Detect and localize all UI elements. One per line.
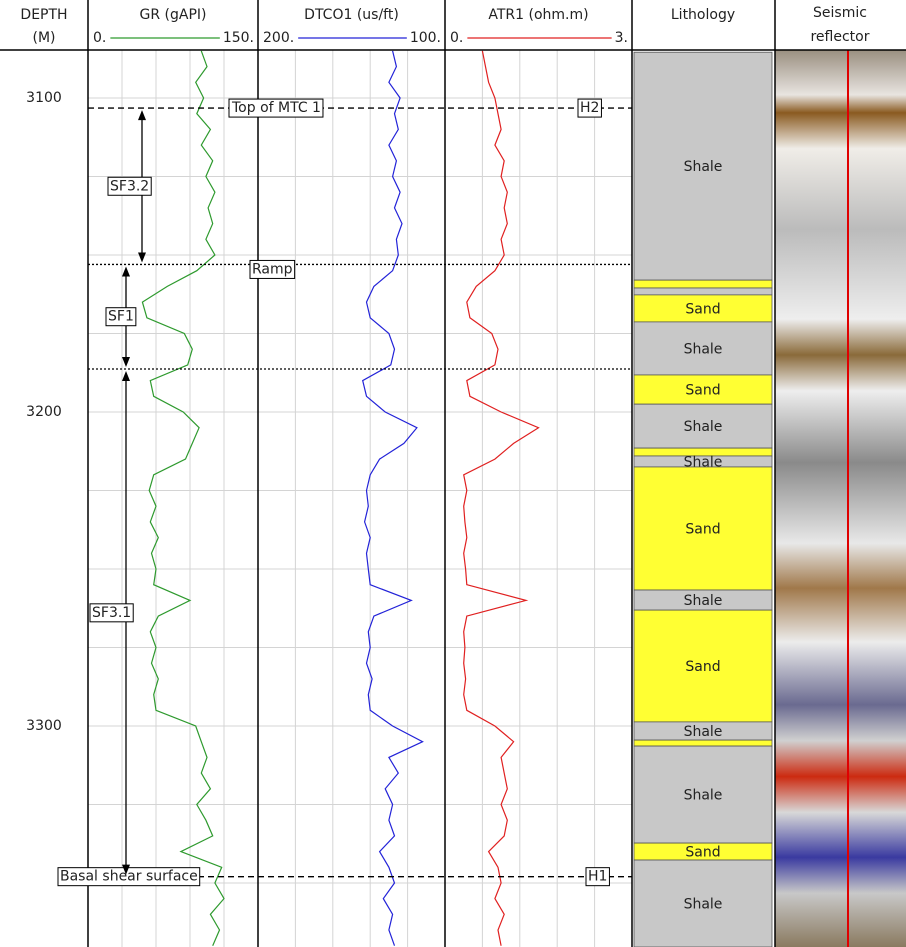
lithology-label: Shale	[684, 454, 723, 470]
lithology-label: Shale	[684, 341, 723, 357]
scale-label: 200.	[263, 30, 294, 46]
scale-label: 0.	[450, 30, 463, 46]
lithology-interval	[633, 466, 773, 591]
lithology-interval	[633, 294, 773, 323]
lithology-interval	[633, 374, 773, 405]
lithology-label: Sand	[685, 845, 720, 861]
interval-label: SF3.2	[110, 178, 149, 194]
seismic-title: reflector	[810, 29, 869, 45]
lithology-interval	[633, 739, 773, 747]
seismic-title: Seismic	[813, 5, 867, 21]
horizon-label: H2	[580, 100, 599, 116]
track-title: ATR1 (ohm.m)	[488, 7, 588, 23]
lithology-label: Shale	[684, 897, 723, 913]
horizon-label-box	[57, 867, 201, 887]
interval-label-box	[105, 307, 137, 327]
lithology-label: Shale	[684, 593, 723, 609]
arrow-head	[122, 864, 130, 875]
lithology-interval	[633, 859, 773, 947]
depth-unit: (M)	[32, 30, 55, 46]
lithology-label: Sand	[685, 659, 720, 675]
lithology-interval	[633, 279, 773, 289]
scale-label: 100.	[410, 30, 441, 46]
grid	[88, 50, 632, 947]
lithology-label: Shale	[684, 159, 723, 175]
horizon-label-box	[577, 98, 602, 118]
lithology-label: Sand	[685, 301, 720, 317]
horizon-label: Top of MTC 1	[231, 100, 321, 116]
track-title: GR (gAPI)	[140, 7, 207, 23]
lithology-label: Shale	[684, 724, 723, 740]
interval-label: SF3.1	[92, 605, 131, 621]
interval-label-box	[89, 603, 134, 623]
annotations: Top of MTC 1 H2 Ramp Basal shear surface H1 S…	[57, 98, 632, 887]
seismic-image	[775, 50, 906, 947]
scale-label: 0.	[93, 30, 106, 46]
depth-title: DEPTH	[20, 7, 67, 23]
log-curve	[362, 50, 424, 946]
arrow-head	[122, 356, 130, 367]
arrow-head	[138, 252, 146, 263]
interval-label: SF1	[108, 309, 134, 325]
horizon-label-box	[228, 98, 324, 118]
lithology-label: Sand	[685, 521, 720, 537]
lithology-interval	[633, 287, 773, 296]
arrow-head	[138, 110, 146, 121]
horizon-label-box	[585, 867, 610, 887]
log-curve	[141, 50, 225, 946]
arrow-head	[122, 370, 130, 381]
track-title: DTCO1 (us/ft)	[304, 7, 399, 23]
marks: 3100 3200 3300 GR (gAPI) 0. 150. DTCO1 (us/ft)…	[26, 7, 773, 947]
lithology-interval	[633, 321, 773, 376]
lithology-label: Sand	[685, 383, 720, 399]
lithology-label: Shale	[684, 419, 723, 435]
horizon-label: Ramp	[252, 261, 293, 277]
interval-label-box	[107, 176, 152, 196]
lithology-interval	[633, 51, 773, 281]
horizon-label: Basal shear surface	[60, 869, 198, 885]
log-curve	[463, 50, 540, 946]
lithology-interval	[633, 745, 773, 844]
depth-label: 3100	[26, 90, 62, 106]
arrow-head	[122, 266, 130, 277]
scale-label: 150.	[223, 30, 254, 46]
horizon-label-box	[249, 259, 296, 279]
depth-label: 3200	[26, 404, 62, 420]
scale-label: 3.	[615, 30, 628, 46]
lithology-interval	[633, 609, 773, 723]
lithology-title: Lithology	[671, 7, 735, 23]
horizon-label: H1	[588, 869, 607, 885]
depth-label: 3300	[26, 718, 62, 734]
lithology-label: Shale	[684, 788, 723, 804]
lithology-interval	[633, 403, 773, 449]
